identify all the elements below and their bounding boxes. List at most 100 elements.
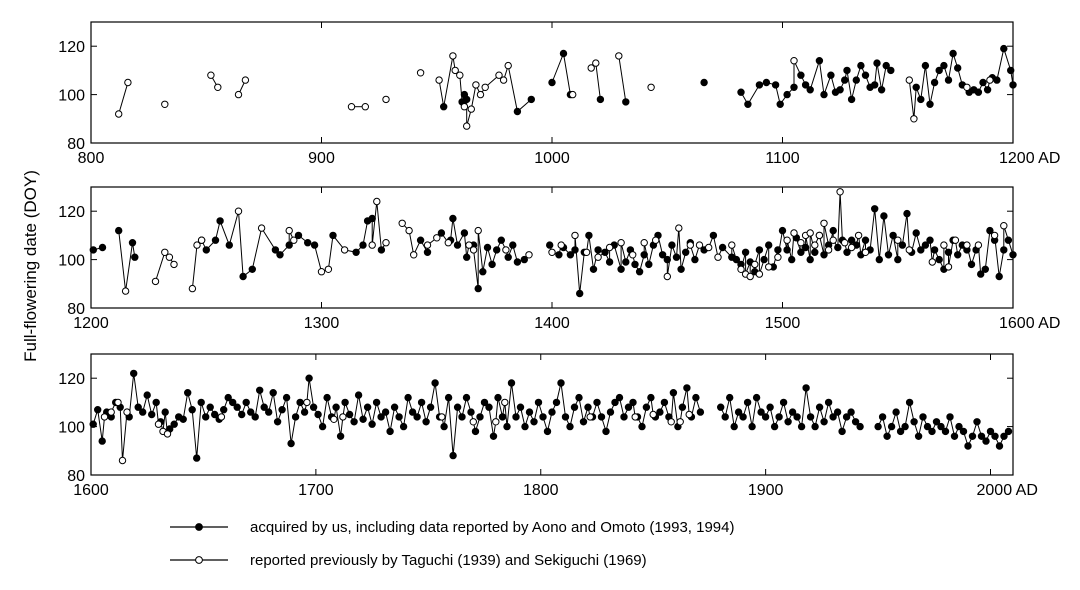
point-acquired [624,403,633,411]
point-reported [382,239,390,247]
point-acquired [967,260,976,269]
x-tick-label: 2000 AD [977,482,1038,499]
point-acquired [797,248,805,257]
point-acquired [594,246,602,254]
point-acquired [1004,427,1013,436]
point-acquired [843,248,851,257]
point-acquired [801,243,810,252]
legend-label-reported: reported previously by Taguchi (1939) an… [250,552,647,569]
point-acquired [949,49,957,58]
point-acquired [273,418,282,426]
point-reported [928,258,936,266]
point-acquired [982,437,990,445]
point-reported [161,248,169,257]
point-acquired [638,422,646,431]
point-acquired [449,451,457,460]
point-reported [592,59,600,67]
point-reported [815,231,824,240]
point-acquired [265,408,273,416]
point-acquired [663,255,671,264]
x-tick-label: 1200 [73,315,109,332]
point-reported [820,219,828,228]
point-acquired [345,410,354,419]
point-reported [340,246,349,254]
point-reported [339,413,347,421]
point-acquired [873,59,881,67]
point-acquired [959,427,968,436]
y-tick-label: 80 [67,468,85,485]
point-acquired [946,413,954,421]
point-acquired [903,209,911,218]
point-reported [685,410,693,419]
point-acquired [597,413,606,421]
point-acquired [801,81,810,89]
point-reported [963,241,971,249]
legend-marker-filled [195,523,203,531]
point-acquired [721,413,729,421]
point-reported [806,229,814,237]
legend-label-acquired: acquired by us, including data reported … [250,519,735,536]
point-reported [695,241,704,249]
point-acquired [887,66,895,75]
point-acquired [875,255,883,264]
point-acquired [829,226,837,235]
point-reported [714,253,722,261]
point-reported [241,76,250,84]
point-acquired [834,243,842,252]
point-acquired [570,403,579,411]
point-acquired [94,406,102,414]
point-acquired [233,403,241,411]
point-acquired [493,246,501,254]
point-acquired [717,403,725,411]
point-acquired [995,442,1004,450]
point-acquired [788,408,797,416]
point-reported [463,122,471,130]
point-acquired [790,83,798,92]
point-reported [755,270,764,278]
point-reported [737,265,745,273]
point-reported [557,241,565,249]
point-acquired [871,81,879,89]
point-reported [746,272,754,281]
point-acquired [474,284,482,293]
point-acquired [318,422,327,431]
point-acquired [631,260,639,269]
point-acquired [912,83,920,92]
point-acquired [422,418,430,426]
y-tick-label: 100 [58,420,85,437]
point-acquired [278,406,286,414]
series-connector [118,82,129,115]
point-acquired [504,253,512,261]
point-acquired [271,246,280,254]
point-acquired [431,379,439,387]
point-acquired [843,66,851,75]
point-acquired [617,265,625,273]
point-acquired [755,81,764,89]
point-reported [465,241,473,249]
point-reported [963,83,971,92]
point-acquired [291,413,300,421]
point-acquired [453,241,462,249]
point-acquired [930,246,939,254]
point-reported [836,188,844,196]
point-reported [435,76,443,84]
point-acquired [926,236,934,244]
point-reported [1000,222,1008,230]
point-acquired [507,379,516,387]
x-tick-label: 1700 [298,482,334,499]
point-reported [347,103,356,111]
point-acquired [593,398,601,407]
x-tick-label: 900 [308,150,335,167]
point-acquired [910,418,918,426]
point-acquired [368,420,376,428]
point-acquired [905,398,914,407]
point-acquired [691,255,699,264]
series-connector [551,51,573,96]
point-acquired [139,408,147,416]
point-acquired [1000,44,1008,53]
point-acquired [647,393,655,402]
x-tick-label: 1400 [534,315,570,332]
point-acquired [642,403,651,411]
point-acquired [977,432,986,440]
point-reported [649,410,657,419]
